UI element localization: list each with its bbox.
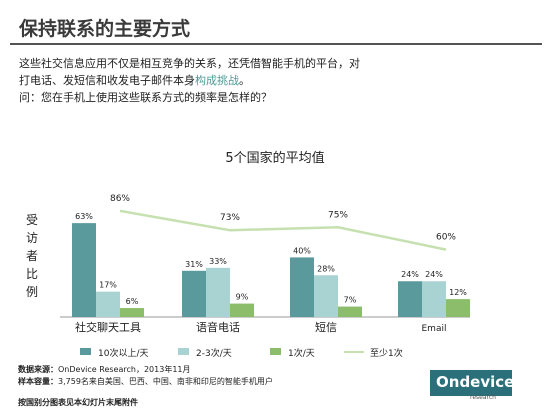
bar-label-1-1: 63%	[75, 212, 93, 221]
source-label: 数据来源：	[18, 365, 58, 374]
intro-line-1: 这些社交信息应用不仅是相互竞争的关系，还凭借智能手机的平台，对	[19, 57, 360, 70]
intro-question: 问：您在手机上使用这些联系方式的频率是怎样的？	[19, 91, 272, 104]
bar-label-3-4: 12%	[449, 288, 467, 297]
legend-label-series-2: 2-3次/天	[196, 349, 232, 359]
sample-text: 3,759名来自美国、巴西、中国、南非和印尼的智能手机用户	[58, 377, 273, 386]
logo-device: device	[459, 373, 515, 391]
logo-on: On	[436, 373, 460, 391]
line-label-1: 86%	[110, 194, 130, 204]
legend-swatch-series-2	[178, 348, 189, 355]
logo-subtitle: research	[470, 394, 496, 401]
bar-3-1	[120, 308, 144, 317]
category-label-2: 语音电话	[196, 320, 240, 334]
bar-3-4	[446, 299, 470, 317]
title-divider	[10, 43, 542, 45]
page-title: 保持联系的主要方式	[19, 18, 191, 40]
legend-swatch-series-1	[80, 348, 91, 355]
bar-1-4	[398, 281, 422, 317]
bar-label-1-2: 31%	[185, 260, 203, 269]
source-note: 数据来源：OnDevice Research，2013年11月 样本容量：3,7…	[18, 364, 273, 388]
legend-line-series-4	[344, 351, 364, 353]
bar-2-3	[314, 275, 338, 317]
bar-label-3-1: 6%	[126, 297, 139, 306]
legend-swatch-series-3	[270, 348, 281, 355]
bar-1-3	[290, 257, 314, 317]
sample-label: 样本容量：	[18, 377, 58, 386]
bar-3-3	[338, 306, 362, 317]
line-label-4: 60%	[436, 233, 456, 243]
bar-2-2	[206, 267, 230, 317]
source-line: 数据来源：OnDevice Research，2013年11月	[18, 364, 273, 376]
bar-1-2	[182, 270, 206, 317]
footnote: 按国别分图表见本幻灯片末尾附件	[18, 398, 138, 407]
category-label-3: 短信	[315, 320, 337, 334]
ondevice-logo: Ondevice	[430, 370, 515, 396]
bar-label-2-3: 28%	[317, 264, 335, 273]
line-label-2: 73%	[220, 213, 240, 223]
category-label-4: Email	[422, 324, 447, 334]
line-series-at-least-once	[119, 209, 447, 251]
bar-1-1	[72, 223, 96, 317]
legend-label-series-3: 1次/天	[288, 349, 315, 359]
bar-3-2	[230, 303, 254, 317]
bar-label-2-2: 33%	[209, 257, 227, 266]
intro-text: 这些社交信息应用不仅是相互竞争的关系，还凭借智能手机的平台，对 打电话、发短信和…	[19, 55, 539, 106]
bar-label-1-3: 40%	[293, 246, 311, 255]
category-label-1: 社交聊天工具	[75, 320, 141, 334]
chart-title: 5个国家的平均值	[225, 151, 325, 166]
bar-label-3-3: 7%	[344, 296, 357, 305]
y-axis-label: 受访者比例	[25, 213, 38, 299]
bar-label-1-4: 24%	[401, 270, 419, 279]
source-text: OnDevice Research，2013年11月	[58, 365, 191, 374]
bar-label-2-1: 17%	[99, 281, 117, 290]
bar-label-2-4: 24%	[425, 270, 443, 279]
legend-label-series-4: 至少1次	[370, 349, 403, 359]
intro-line-2-prefix: 打电话、发短信和收发电子邮件本身	[19, 74, 195, 87]
intro-highlight: 构成挑战	[195, 74, 239, 87]
legend-label-series-1: 10次以上/天	[98, 349, 149, 359]
line-label-3: 75%	[328, 210, 348, 220]
bar-2-1	[96, 291, 120, 317]
intro-line-2: 打电话、发短信和收发电子邮件本身构成挑战。	[19, 72, 539, 89]
bar-label-3-2: 9%	[236, 293, 249, 302]
intro-line-2-suffix: 。	[239, 74, 250, 87]
bar-2-4	[422, 281, 446, 317]
sample-line: 样本容量：3,759名来自美国、巴西、中国、南非和印尼的智能手机用户	[18, 376, 273, 388]
